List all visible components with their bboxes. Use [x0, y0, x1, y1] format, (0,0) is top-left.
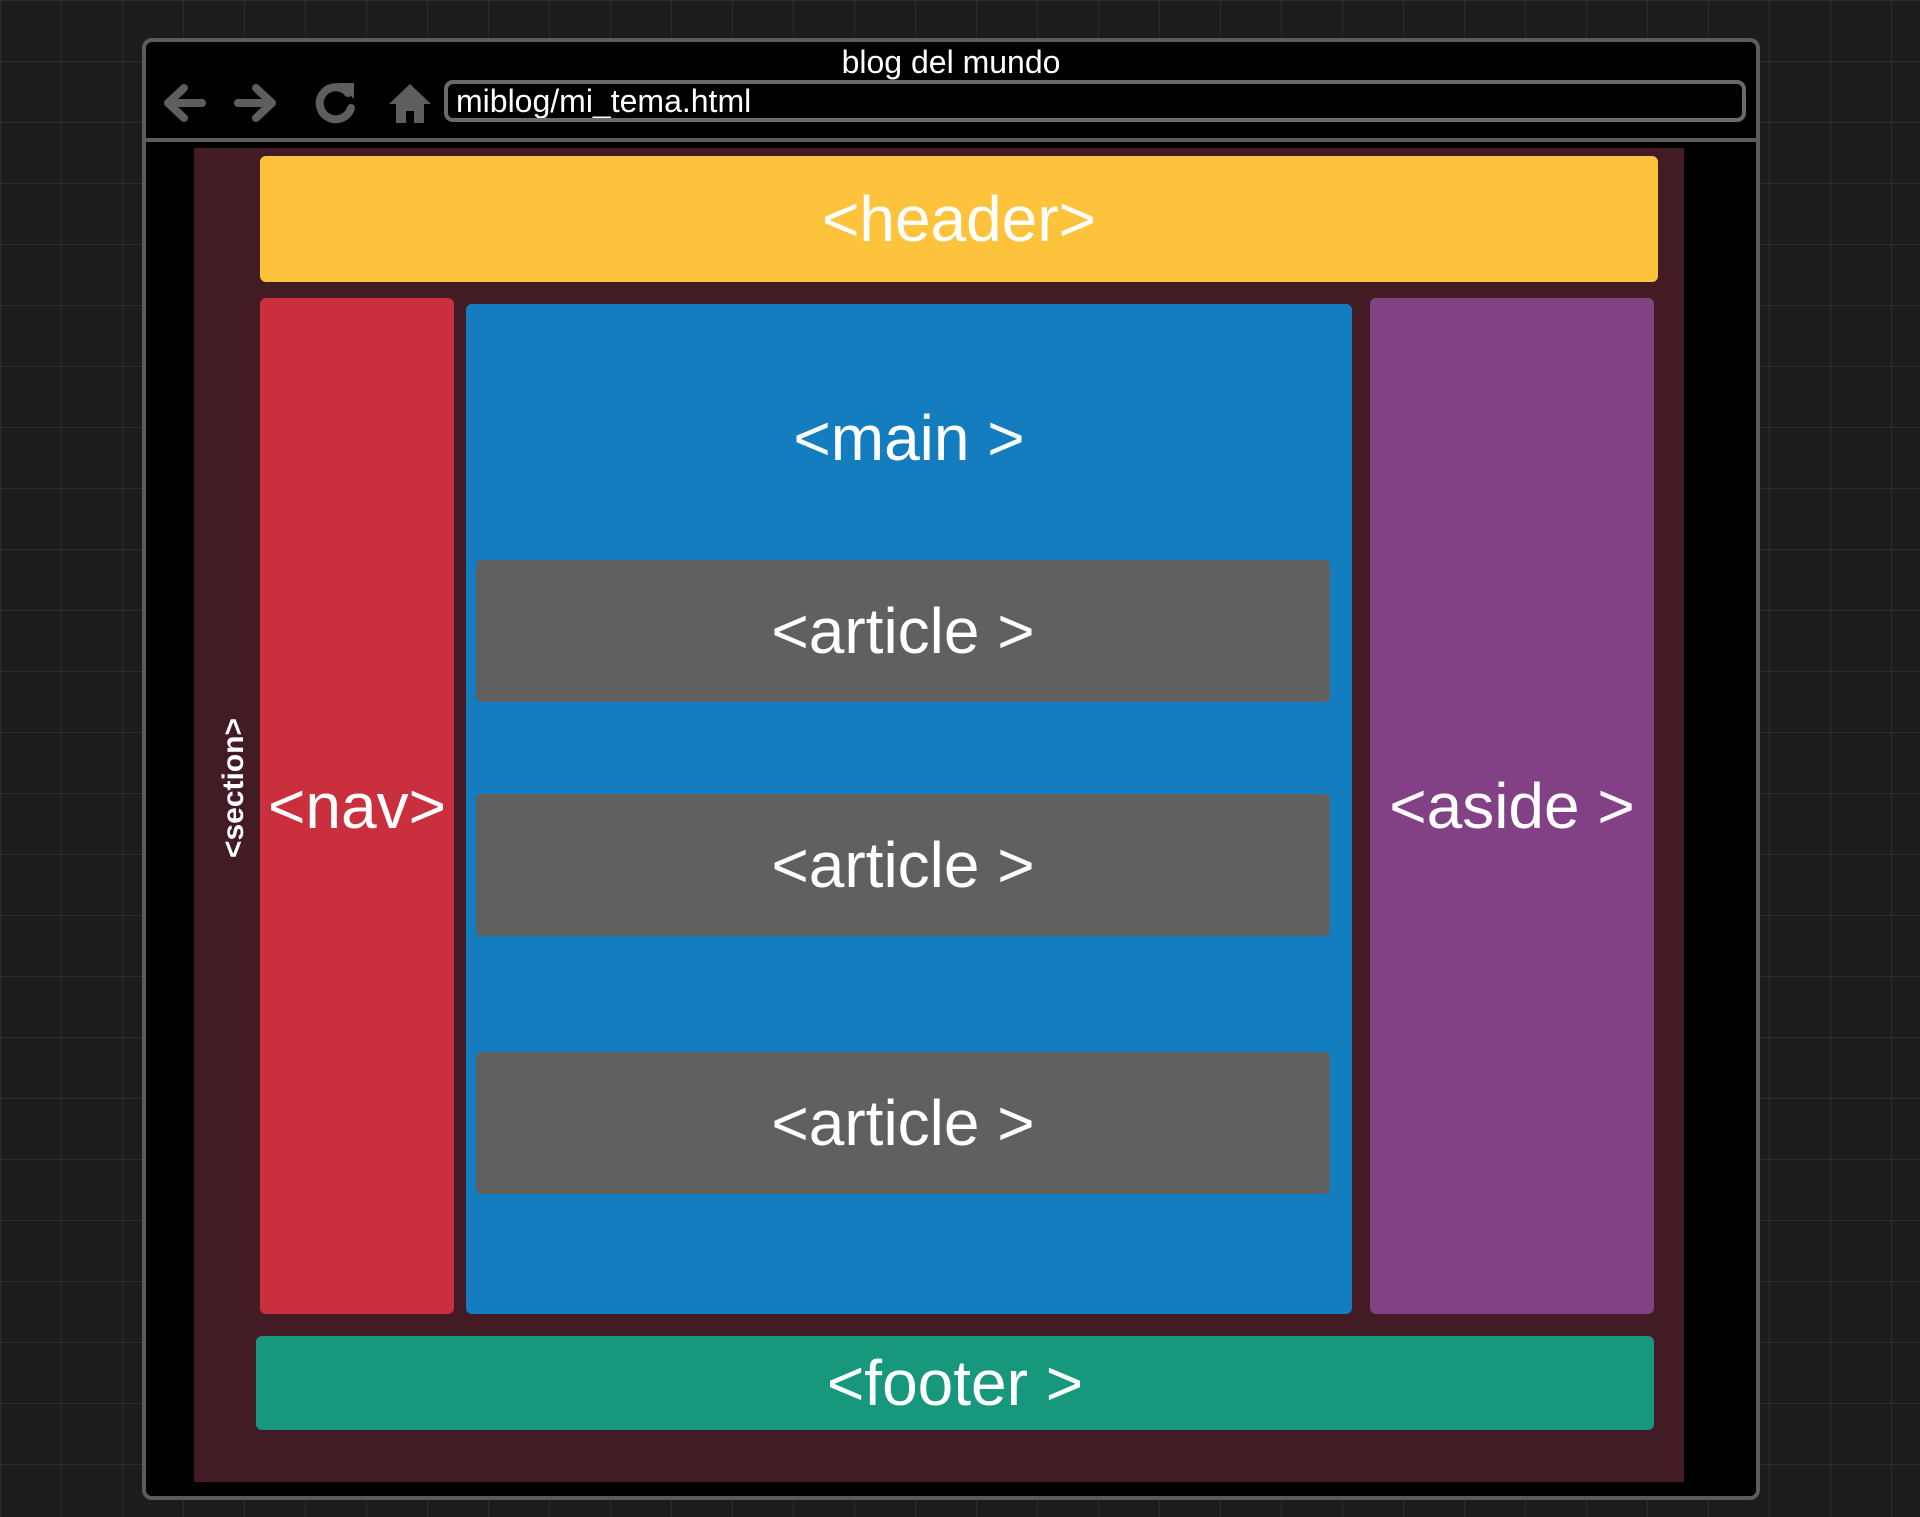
- article-block-2: <article >: [476, 794, 1330, 936]
- forward-arrow-icon[interactable]: [232, 77, 284, 129]
- footer-block: <footer >: [256, 1336, 1654, 1430]
- address-bar[interactable]: miblog/mi_tema.html: [444, 80, 1746, 122]
- main-label: <main >: [793, 402, 1025, 474]
- reload-icon[interactable]: [308, 77, 360, 129]
- home-icon[interactable]: [384, 77, 436, 129]
- window-title: blog del mundo: [841, 44, 1061, 80]
- article-block-1: <article >: [476, 560, 1330, 702]
- aside-block: <aside >: [1370, 298, 1654, 1314]
- section-container: <section> <header> <nav> <main > <articl…: [194, 148, 1684, 1482]
- main-block: <main > <article > <article > <article >: [466, 304, 1352, 1314]
- browser-toolbar: blog del mundo miblog/mi_tema.html: [146, 42, 1756, 142]
- nav-block: <nav>: [260, 298, 454, 1314]
- browser-window: blog del mundo miblog/mi_tema.html: [142, 38, 1760, 1500]
- article-block-3: <article >: [476, 1052, 1330, 1194]
- back-arrow-icon[interactable]: [156, 77, 208, 129]
- section-label: <section>: [214, 668, 254, 908]
- header-block: <header>: [260, 156, 1658, 282]
- section-label-text: <section>: [217, 717, 250, 859]
